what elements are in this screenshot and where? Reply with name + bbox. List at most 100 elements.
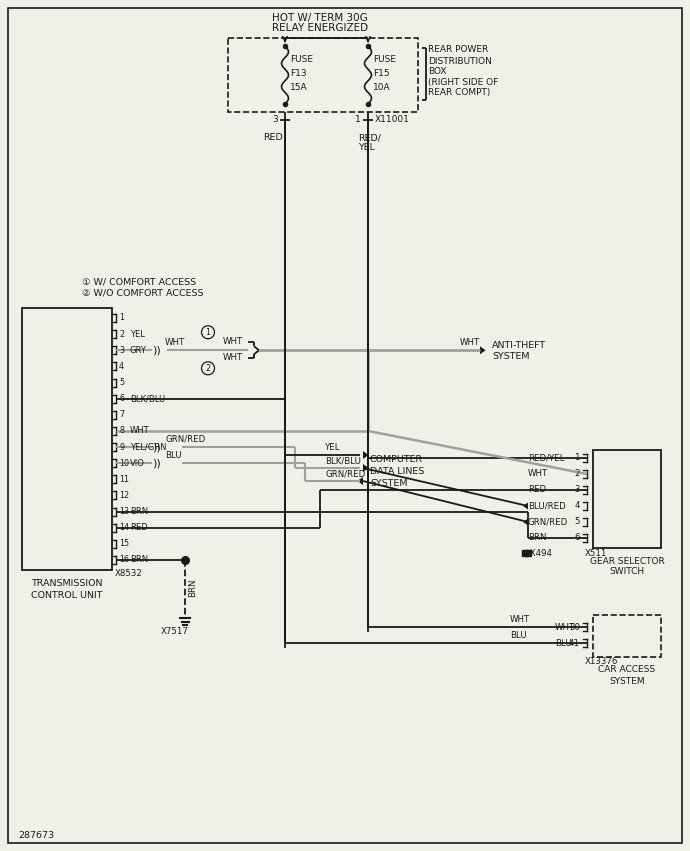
Text: 2: 2	[119, 329, 124, 339]
Text: BRN: BRN	[528, 534, 546, 542]
Text: 7: 7	[119, 410, 124, 420]
Polygon shape	[363, 451, 368, 459]
Text: RED: RED	[263, 134, 283, 142]
Text: 1: 1	[355, 116, 361, 124]
Bar	[593, 450, 661, 548]
Text: RELAY ENERGIZED: RELAY ENERGIZED	[272, 23, 368, 33]
Text: GEAR SELECTOR: GEAR SELECTOR	[590, 557, 664, 566]
Text: BLU: BLU	[165, 451, 181, 460]
Text: X511: X511	[585, 549, 607, 557]
Text: WHT: WHT	[528, 470, 549, 478]
Text: BLK/BLU: BLK/BLU	[325, 456, 361, 465]
Text: 6: 6	[119, 394, 124, 403]
Text: 15A: 15A	[290, 83, 308, 93]
Bar	[22, 308, 112, 570]
Text: ANTI-THEFT: ANTI-THEFT	[492, 340, 546, 350]
Text: YEL/GRN: YEL/GRN	[130, 443, 166, 452]
Text: 1: 1	[206, 328, 210, 337]
Text: GRY: GRY	[130, 346, 147, 355]
Text: )): ))	[152, 346, 161, 355]
Text: 2: 2	[575, 470, 580, 478]
Text: 30: 30	[569, 622, 580, 631]
Text: BRN: BRN	[188, 579, 197, 597]
Text: GRN/RED: GRN/RED	[528, 517, 569, 527]
Text: BRN: BRN	[130, 556, 148, 564]
Bar	[593, 615, 661, 657]
Text: SWITCH: SWITCH	[609, 568, 644, 576]
Text: ② W/O COMFORT ACCESS: ② W/O COMFORT ACCESS	[82, 288, 204, 298]
Text: 8: 8	[119, 426, 124, 436]
Text: YEL: YEL	[130, 329, 145, 339]
Text: X11001: X11001	[375, 116, 410, 124]
Text: HOT W/ TERM 30G: HOT W/ TERM 30G	[272, 13, 368, 23]
Text: 14: 14	[119, 523, 129, 532]
Text: CONTROL UNIT: CONTROL UNIT	[31, 591, 103, 599]
Text: (RIGHT SIDE OF: (RIGHT SIDE OF	[428, 77, 498, 87]
Polygon shape	[523, 502, 528, 510]
Text: DISTRIBUTION: DISTRIBUTION	[428, 58, 492, 66]
Text: 1: 1	[575, 454, 580, 462]
Text: 13: 13	[119, 507, 129, 516]
Polygon shape	[363, 464, 368, 472]
Text: 6: 6	[575, 534, 580, 542]
Text: 11: 11	[119, 475, 129, 484]
Polygon shape	[480, 346, 486, 354]
Text: BOX: BOX	[428, 67, 446, 77]
Text: X13376: X13376	[585, 656, 618, 665]
Text: WHT: WHT	[165, 338, 185, 346]
Text: REAR COMPT): REAR COMPT)	[428, 88, 491, 96]
Polygon shape	[523, 518, 528, 526]
Text: 1: 1	[119, 313, 124, 323]
Text: YEL: YEL	[325, 443, 340, 453]
Polygon shape	[357, 477, 363, 485]
Text: DATA LINES: DATA LINES	[370, 467, 424, 477]
Text: F15: F15	[373, 70, 390, 78]
Text: 3: 3	[575, 486, 580, 494]
Text: BLU: BLU	[555, 638, 572, 648]
Text: 10A: 10A	[373, 83, 391, 93]
Text: )): ))	[152, 458, 161, 468]
Text: WHT: WHT	[223, 353, 244, 362]
Text: F13: F13	[290, 70, 306, 78]
Text: SYSTEM: SYSTEM	[370, 479, 408, 488]
Text: WHT: WHT	[130, 426, 150, 436]
Text: X8532: X8532	[115, 568, 143, 578]
Text: COMPUTER: COMPUTER	[370, 455, 423, 465]
Bar	[228, 38, 418, 112]
Text: RED: RED	[130, 523, 148, 532]
Text: 3: 3	[119, 346, 124, 355]
Text: RED/: RED/	[358, 134, 381, 142]
Text: )): ))	[152, 442, 161, 452]
Text: FUSE: FUSE	[373, 55, 396, 65]
Text: RED/YEL: RED/YEL	[528, 454, 564, 462]
Text: 9: 9	[119, 443, 124, 452]
Text: 2: 2	[206, 363, 210, 373]
Text: SYSTEM: SYSTEM	[609, 677, 645, 686]
Text: FUSE: FUSE	[290, 55, 313, 65]
Text: ① W/ COMFORT ACCESS: ① W/ COMFORT ACCESS	[82, 277, 196, 287]
Text: BLK/BLU: BLK/BLU	[130, 394, 165, 403]
Text: X7517: X7517	[161, 627, 189, 637]
Text: 4: 4	[119, 362, 124, 371]
Text: YEL: YEL	[358, 144, 375, 152]
Text: 3: 3	[273, 116, 278, 124]
Text: REAR POWER: REAR POWER	[428, 45, 489, 54]
Text: WHT: WHT	[510, 614, 530, 624]
Text: BRN: BRN	[130, 507, 148, 516]
Text: 4: 4	[575, 501, 580, 511]
Text: WHT: WHT	[555, 622, 575, 631]
Text: 12: 12	[119, 491, 129, 500]
Text: 41: 41	[569, 638, 580, 648]
Text: CAR ACCESS: CAR ACCESS	[598, 665, 656, 675]
Text: 5: 5	[575, 517, 580, 527]
Text: BLU/RED: BLU/RED	[528, 501, 566, 511]
Text: GRN/RED: GRN/RED	[165, 435, 205, 443]
Text: GRN/RED: GRN/RED	[325, 470, 365, 478]
Text: WHT: WHT	[460, 338, 480, 346]
Text: X494: X494	[527, 549, 552, 557]
Text: TRANSMISSION: TRANSMISSION	[31, 580, 103, 589]
Text: WHT: WHT	[223, 337, 244, 346]
Text: 5: 5	[119, 378, 124, 387]
Text: 16: 16	[119, 556, 129, 564]
Text: 10: 10	[119, 459, 129, 468]
